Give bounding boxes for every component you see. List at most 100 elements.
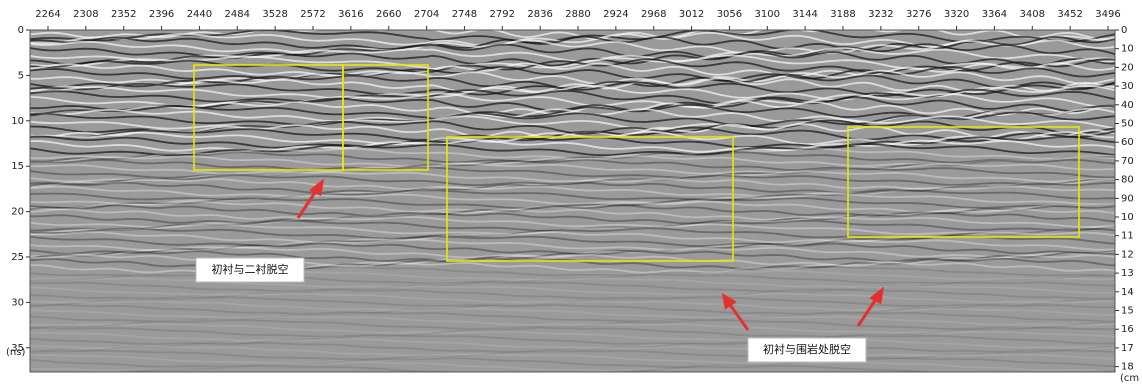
top-tick-label: 2572 [300,9,325,20]
top-tick-label: 3012 [679,9,704,20]
right-tick-label: 12 [1121,249,1134,260]
plot-frame [29,29,1116,373]
wave [30,39,1115,55]
wave [30,242,1115,255]
top-tick-label: 3528 [262,9,287,20]
wave [30,311,1115,323]
wave [30,166,1115,179]
right-tick-label: 17 [1121,343,1134,354]
left-tick-label: 5 [18,70,24,81]
wave [30,181,1115,194]
wave [30,88,1115,105]
top-tick-label: 3100 [755,9,780,20]
wave [30,69,1115,86]
right-tick-label: 80 [1121,175,1134,186]
wave [30,330,1115,342]
top-tick-label: 2484 [225,9,250,20]
wave [30,81,1115,97]
wave [30,319,1115,330]
top-tick-label: 2440 [187,9,212,20]
annotation-box [195,257,305,283]
right-tick-label: 60 [1121,137,1134,148]
wave [30,200,1115,213]
wave [30,238,1115,251]
wave [30,361,1115,372]
wave [30,35,1115,52]
wave [30,139,1115,153]
top-tick-label: 2704 [414,9,439,20]
wave [30,292,1115,304]
right-tick-label: 40 [1121,100,1134,111]
wave [30,246,1115,259]
top-tick-label: 3320 [944,9,969,20]
top-tick-label: 2968 [641,9,666,20]
wave [30,170,1115,183]
right-tick-label: 15 [1121,306,1134,317]
top-tick-label: 2748 [452,9,477,20]
right-tick-label: 30 [1121,81,1134,92]
wave [30,349,1115,361]
arrow-head [309,178,325,197]
top-tick-label: 2924 [603,9,628,20]
wave [30,219,1115,232]
wave [30,323,1115,334]
wave [30,77,1115,94]
top-tick-label: 3144 [792,9,817,20]
arrow [726,301,750,331]
wave [30,357,1115,368]
wave [30,151,1115,164]
wave [30,193,1115,206]
wave [30,189,1115,201]
right-tick-label: 90 [1121,193,1134,204]
wave [30,185,1115,198]
top-tick-label: 3188 [830,9,855,20]
wave [30,163,1115,175]
wave [30,158,1115,172]
top-tick-label: 2308 [73,9,98,20]
wave [30,212,1115,225]
wave [30,204,1115,217]
wave [30,197,1115,210]
wave [107,365,1115,372]
top-tick-label: 3232 [868,9,893,20]
wave [30,155,1115,168]
wave [30,208,1115,221]
right-tick-label: 50 [1121,119,1134,130]
left-tick-label: 30 [11,297,24,308]
wave [30,174,1115,186]
right-tick-label: 20 [1121,62,1134,73]
box [342,64,429,171]
wave [30,304,1115,315]
right-tick-label: 10 [1121,44,1134,55]
wave [30,147,1115,160]
box [847,126,1080,238]
wave [30,126,1115,143]
wave [30,288,1115,300]
right-tick-label: 16 [1121,324,1134,335]
top-tick-label: 3364 [982,9,1007,20]
top-tick-label: 3056 [717,9,742,20]
wave [30,223,1115,235]
radar-texture [30,30,1115,372]
wave [30,285,1115,296]
wave [30,326,1115,338]
right-tick-label: 0 [1121,25,1127,36]
wave [30,342,1115,353]
top-tick-label: 3496 [1095,9,1120,20]
top-tick-label: 2264 [35,9,60,20]
wave [30,353,1115,365]
wave [30,47,1115,63]
left-tick-label: 15 [11,161,24,172]
left-tick-label: 25 [11,252,24,263]
right-tick-label: 13 [1121,268,1134,279]
top-tick-label: 2880 [565,9,590,20]
arrow-head [721,293,737,310]
top-tick-label: 3452 [1057,9,1082,20]
wave [30,115,1115,131]
arrow-head [869,286,885,305]
wave [30,143,1115,157]
annotation: 初衬与二衬脱空 [212,262,289,276]
top-tick-label: 2660 [376,9,401,20]
wave [30,62,1115,78]
annotation: 初衬与围岩处脱空 [763,342,851,356]
